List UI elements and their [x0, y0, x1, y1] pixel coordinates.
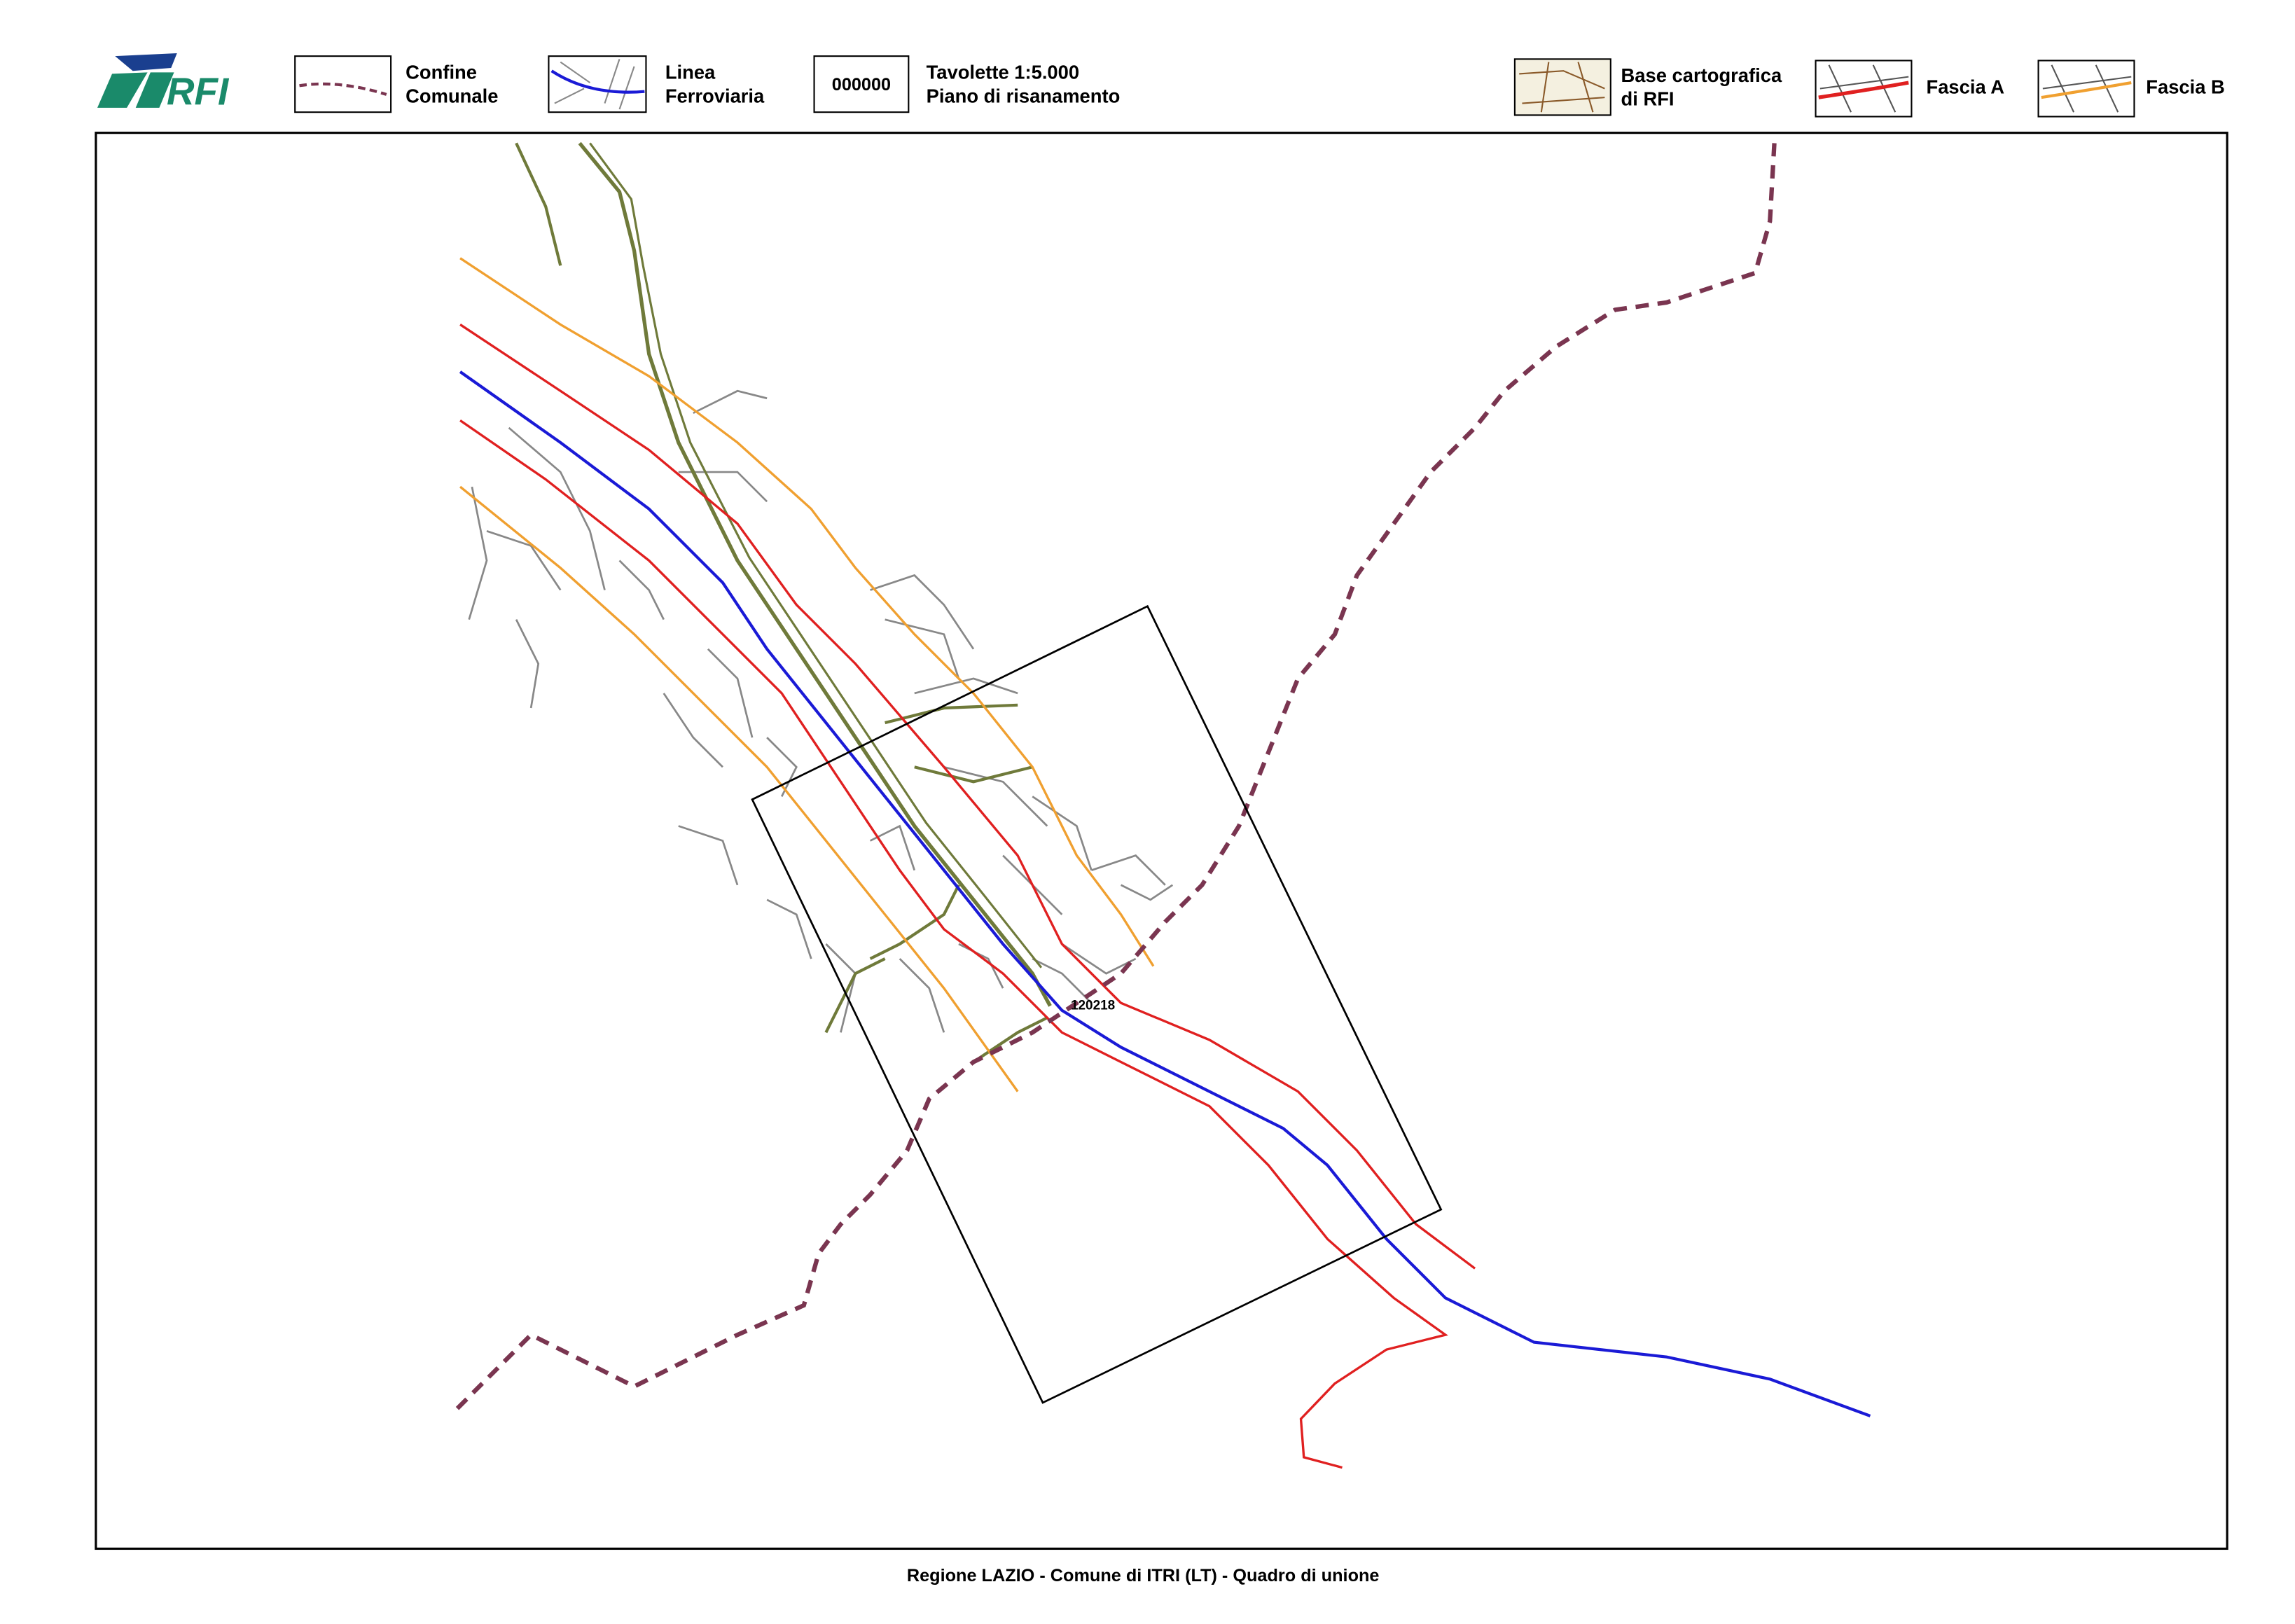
legend-label: Piano di risanamento — [927, 85, 1121, 106]
legend-swatch — [548, 55, 647, 113]
footer-caption: Regione LAZIO - Comune di ITRI (LT) - Qu… — [907, 1566, 1380, 1585]
fascia-b — [459, 485, 1019, 1092]
legend-label: Comunale — [405, 85, 498, 106]
legend-swatch-line — [2041, 81, 2132, 99]
map: 120218 — [455, 141, 1871, 1469]
legend-swatch — [813, 55, 910, 113]
railway-line — [459, 370, 1871, 1417]
streets — [468, 389, 1174, 1033]
fascia-a — [459, 324, 1476, 1270]
legend-label: di RFI — [1621, 88, 1675, 110]
municipal-boundary — [455, 143, 1777, 1410]
legend-swatch-streets — [1519, 62, 1605, 113]
map-frame — [95, 132, 2228, 1550]
legend-label: Confine — [405, 62, 477, 83]
legend-swatch-streets — [554, 59, 635, 110]
logo: RFI — [97, 53, 230, 113]
logo-text: RFI — [167, 69, 230, 113]
legend-label: Ferroviaria — [665, 85, 765, 106]
legend-swatch-streets — [2042, 64, 2132, 113]
legend-swatch-line — [550, 69, 645, 94]
legend-label: Tavolette 1:5.000 — [927, 62, 1079, 83]
legend-swatch — [1815, 60, 1913, 118]
legend-label: Base cartografica — [1621, 64, 1782, 86]
legend-swatch-line — [1818, 81, 1909, 99]
legend: Confine Comunale Linea Ferroviaria 00000… — [294, 55, 2225, 118]
legend-swatch — [1513, 58, 1611, 116]
legend-swatch — [294, 55, 392, 113]
legend-swatch-text: 000000 — [832, 75, 891, 95]
legend-label: Fascia A — [1926, 76, 2004, 98]
legend-label: Fascia B — [2146, 76, 2225, 98]
fascia-b — [459, 257, 1155, 967]
tile — [751, 604, 1443, 1404]
legend-swatch — [2037, 60, 2135, 118]
railway-track — [578, 141, 1052, 1007]
fascia-a — [459, 419, 1448, 1469]
railway-track — [589, 142, 1043, 969]
legend-label: Linea — [665, 62, 716, 83]
roads — [515, 142, 1048, 1064]
tile-label: 120218 — [1071, 998, 1115, 1013]
legend-swatch-line — [299, 82, 387, 96]
